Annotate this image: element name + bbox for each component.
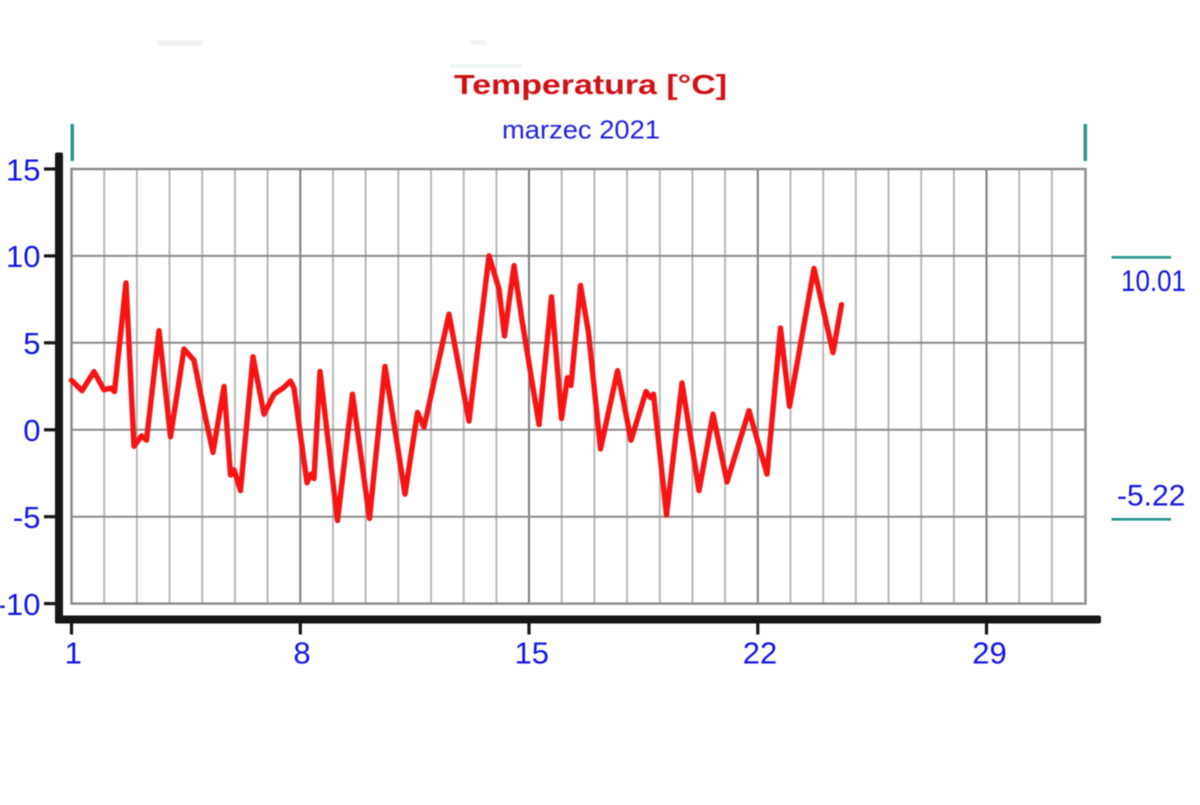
- svg-text:5: 5: [23, 326, 40, 361]
- svg-text:Temperatura [°C]: Temperatura [°C]: [454, 69, 727, 100]
- svg-text:-5: -5: [13, 500, 41, 535]
- svg-text:marzec 2021: marzec 2021: [502, 115, 660, 145]
- svg-text:22: 22: [743, 635, 777, 670]
- svg-text:-10: -10: [0, 587, 41, 622]
- svg-text:1: 1: [65, 635, 82, 670]
- svg-text:0: 0: [23, 413, 40, 448]
- svg-text:10.01: 10.01: [1121, 265, 1186, 298]
- svg-text:15: 15: [6, 152, 40, 187]
- svg-text:15: 15: [515, 635, 549, 670]
- svg-text:8: 8: [293, 635, 310, 670]
- svg-text:10: 10: [6, 239, 40, 274]
- svg-text:-5.22: -5.22: [1117, 480, 1185, 513]
- svg-text:29: 29: [972, 635, 1006, 670]
